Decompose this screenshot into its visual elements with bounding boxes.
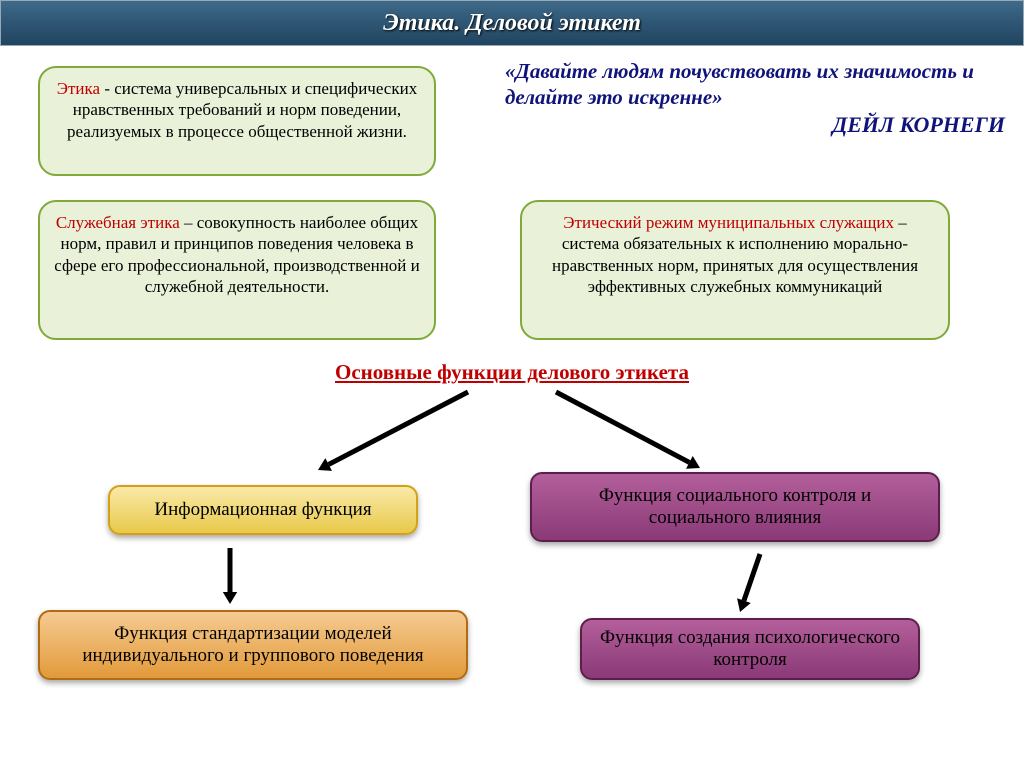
function-label: Функция стандартизации моделей индивидуа… — [56, 623, 450, 667]
quote-text: «Давайте людям почувствовать их значимос… — [505, 58, 1005, 111]
page-title: Этика. Деловой этикет — [383, 10, 641, 37]
section-title: Основные функции делового этикета — [0, 360, 1024, 385]
arrow-shaft — [742, 553, 763, 601]
definition-box: Этика - система универсальных и специфич… — [38, 66, 436, 176]
function-box: Функция стандартизации моделей индивидуа… — [38, 610, 468, 680]
title-bar: Этика. Деловой этикет — [0, 0, 1024, 46]
function-label: Функция социального контроля и социально… — [548, 485, 922, 529]
function-label: Функция создания психологического контро… — [598, 627, 902, 671]
quote-author: ДЕЙЛ КОРНЕГИ — [505, 111, 1005, 139]
definition-term: Этика — [57, 79, 100, 98]
definition-term: Этический режим муниципальных служащих — [563, 213, 894, 232]
function-label: Информационная функция — [154, 499, 371, 521]
function-box: Функция создания психологического контро… — [580, 618, 920, 680]
definition-box: Этический режим муниципальных служащих –… — [520, 200, 950, 340]
quote-block: «Давайте людям почувствовать их значимос… — [505, 58, 1005, 138]
arrow-shaft — [228, 548, 233, 592]
arrow-head-icon — [318, 458, 332, 471]
arrow-head-icon — [737, 598, 751, 612]
definition-term: Служебная этика — [56, 213, 180, 232]
arrow-head-icon — [223, 592, 237, 604]
definition-text: - система универсальных и специфических … — [67, 79, 417, 141]
definition-box: Служебная этика – совокупность наиболее … — [38, 200, 436, 340]
arrow-head-icon — [686, 456, 700, 469]
function-box: Функция социального контроля и социально… — [530, 472, 940, 542]
arrow-shaft — [555, 390, 691, 465]
function-box: Информационная функция — [108, 485, 418, 535]
arrow-shaft — [327, 390, 469, 467]
